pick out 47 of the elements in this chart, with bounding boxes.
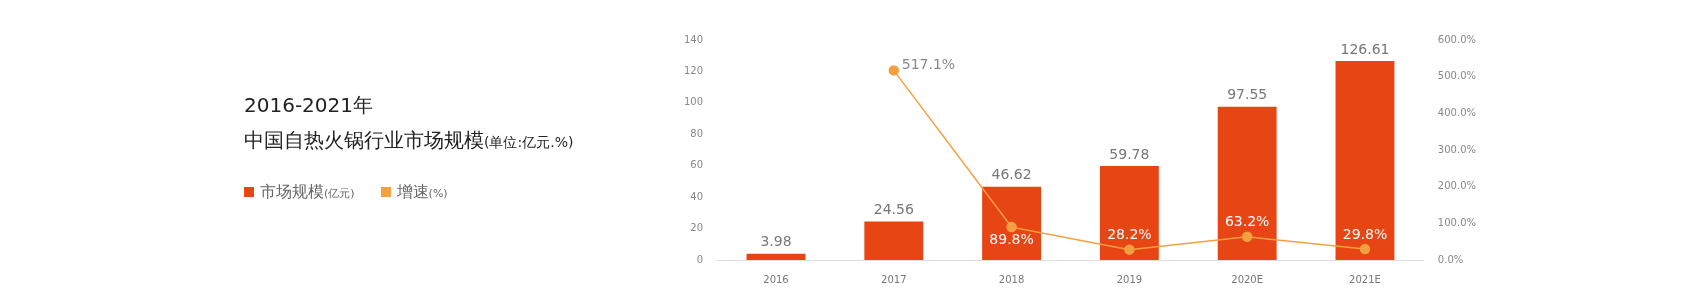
data-label: 63.2% (1224, 213, 1270, 230)
data-label: 24.56 (873, 201, 914, 218)
data-label: 29.8% (1342, 225, 1388, 242)
bar (1335, 61, 1395, 260)
y-tick-label: 100 (683, 96, 704, 108)
y-tick-label: 0 (696, 253, 704, 265)
y-tick-label: 40 (690, 190, 704, 202)
y2-tick-label: 400.0% (1437, 106, 1477, 118)
data-label: 89.8% (989, 230, 1034, 247)
point (1241, 231, 1253, 243)
y-tick-label: 60 (690, 159, 704, 171)
x-tick-label: 2019 (1116, 273, 1143, 285)
legend-label: 增速(%) (396, 182, 448, 201)
y-tick-label: 120 (683, 65, 704, 77)
legend-label: 市场规模(亿元) (260, 182, 355, 201)
x-tick-label: 2017 (881, 273, 907, 285)
bar (746, 253, 806, 260)
y2-tick-label: 600.0% (1437, 33, 1477, 45)
y-tick-label: 20 (690, 222, 704, 234)
data-label: 126.61 (1340, 40, 1390, 57)
bar (982, 186, 1042, 260)
y2-tick-label: 500.0% (1437, 70, 1477, 82)
x-tick-label: 2020E (1231, 273, 1264, 285)
y2-tick-label: 200.0% (1437, 180, 1477, 192)
point (888, 65, 900, 76)
data-label: 59.78 (1109, 145, 1150, 162)
bar (1099, 166, 1159, 260)
data-label: 517.1% (901, 56, 956, 73)
y2-tick-label: 300.0% (1437, 143, 1477, 155)
y-tick-label: 140 (683, 33, 704, 45)
y-tick-label: 80 (690, 127, 704, 139)
x-tick-label: 2021E (1349, 273, 1381, 285)
point (1124, 244, 1135, 255)
bar (864, 221, 924, 260)
x-tick-label: 2018 (998, 273, 1025, 285)
text: 2016-2021年 (244, 92, 374, 119)
data-label: 28.2% (1107, 226, 1152, 243)
bar (1217, 106, 1277, 260)
point (1359, 243, 1371, 255)
y2-tick-label: 100.0% (1437, 216, 1477, 228)
y2-tick-label: 0.0% (1437, 253, 1464, 265)
data-label: 46.62 (991, 166, 1032, 183)
data-label: 97.55 (1227, 86, 1268, 103)
text: 中国自热火锅行业市场规模(单位:亿元.%) (244, 127, 574, 154)
data-label: 3.98 (760, 233, 792, 250)
x-tick-label: 2016 (763, 273, 789, 285)
point (1006, 221, 1017, 233)
